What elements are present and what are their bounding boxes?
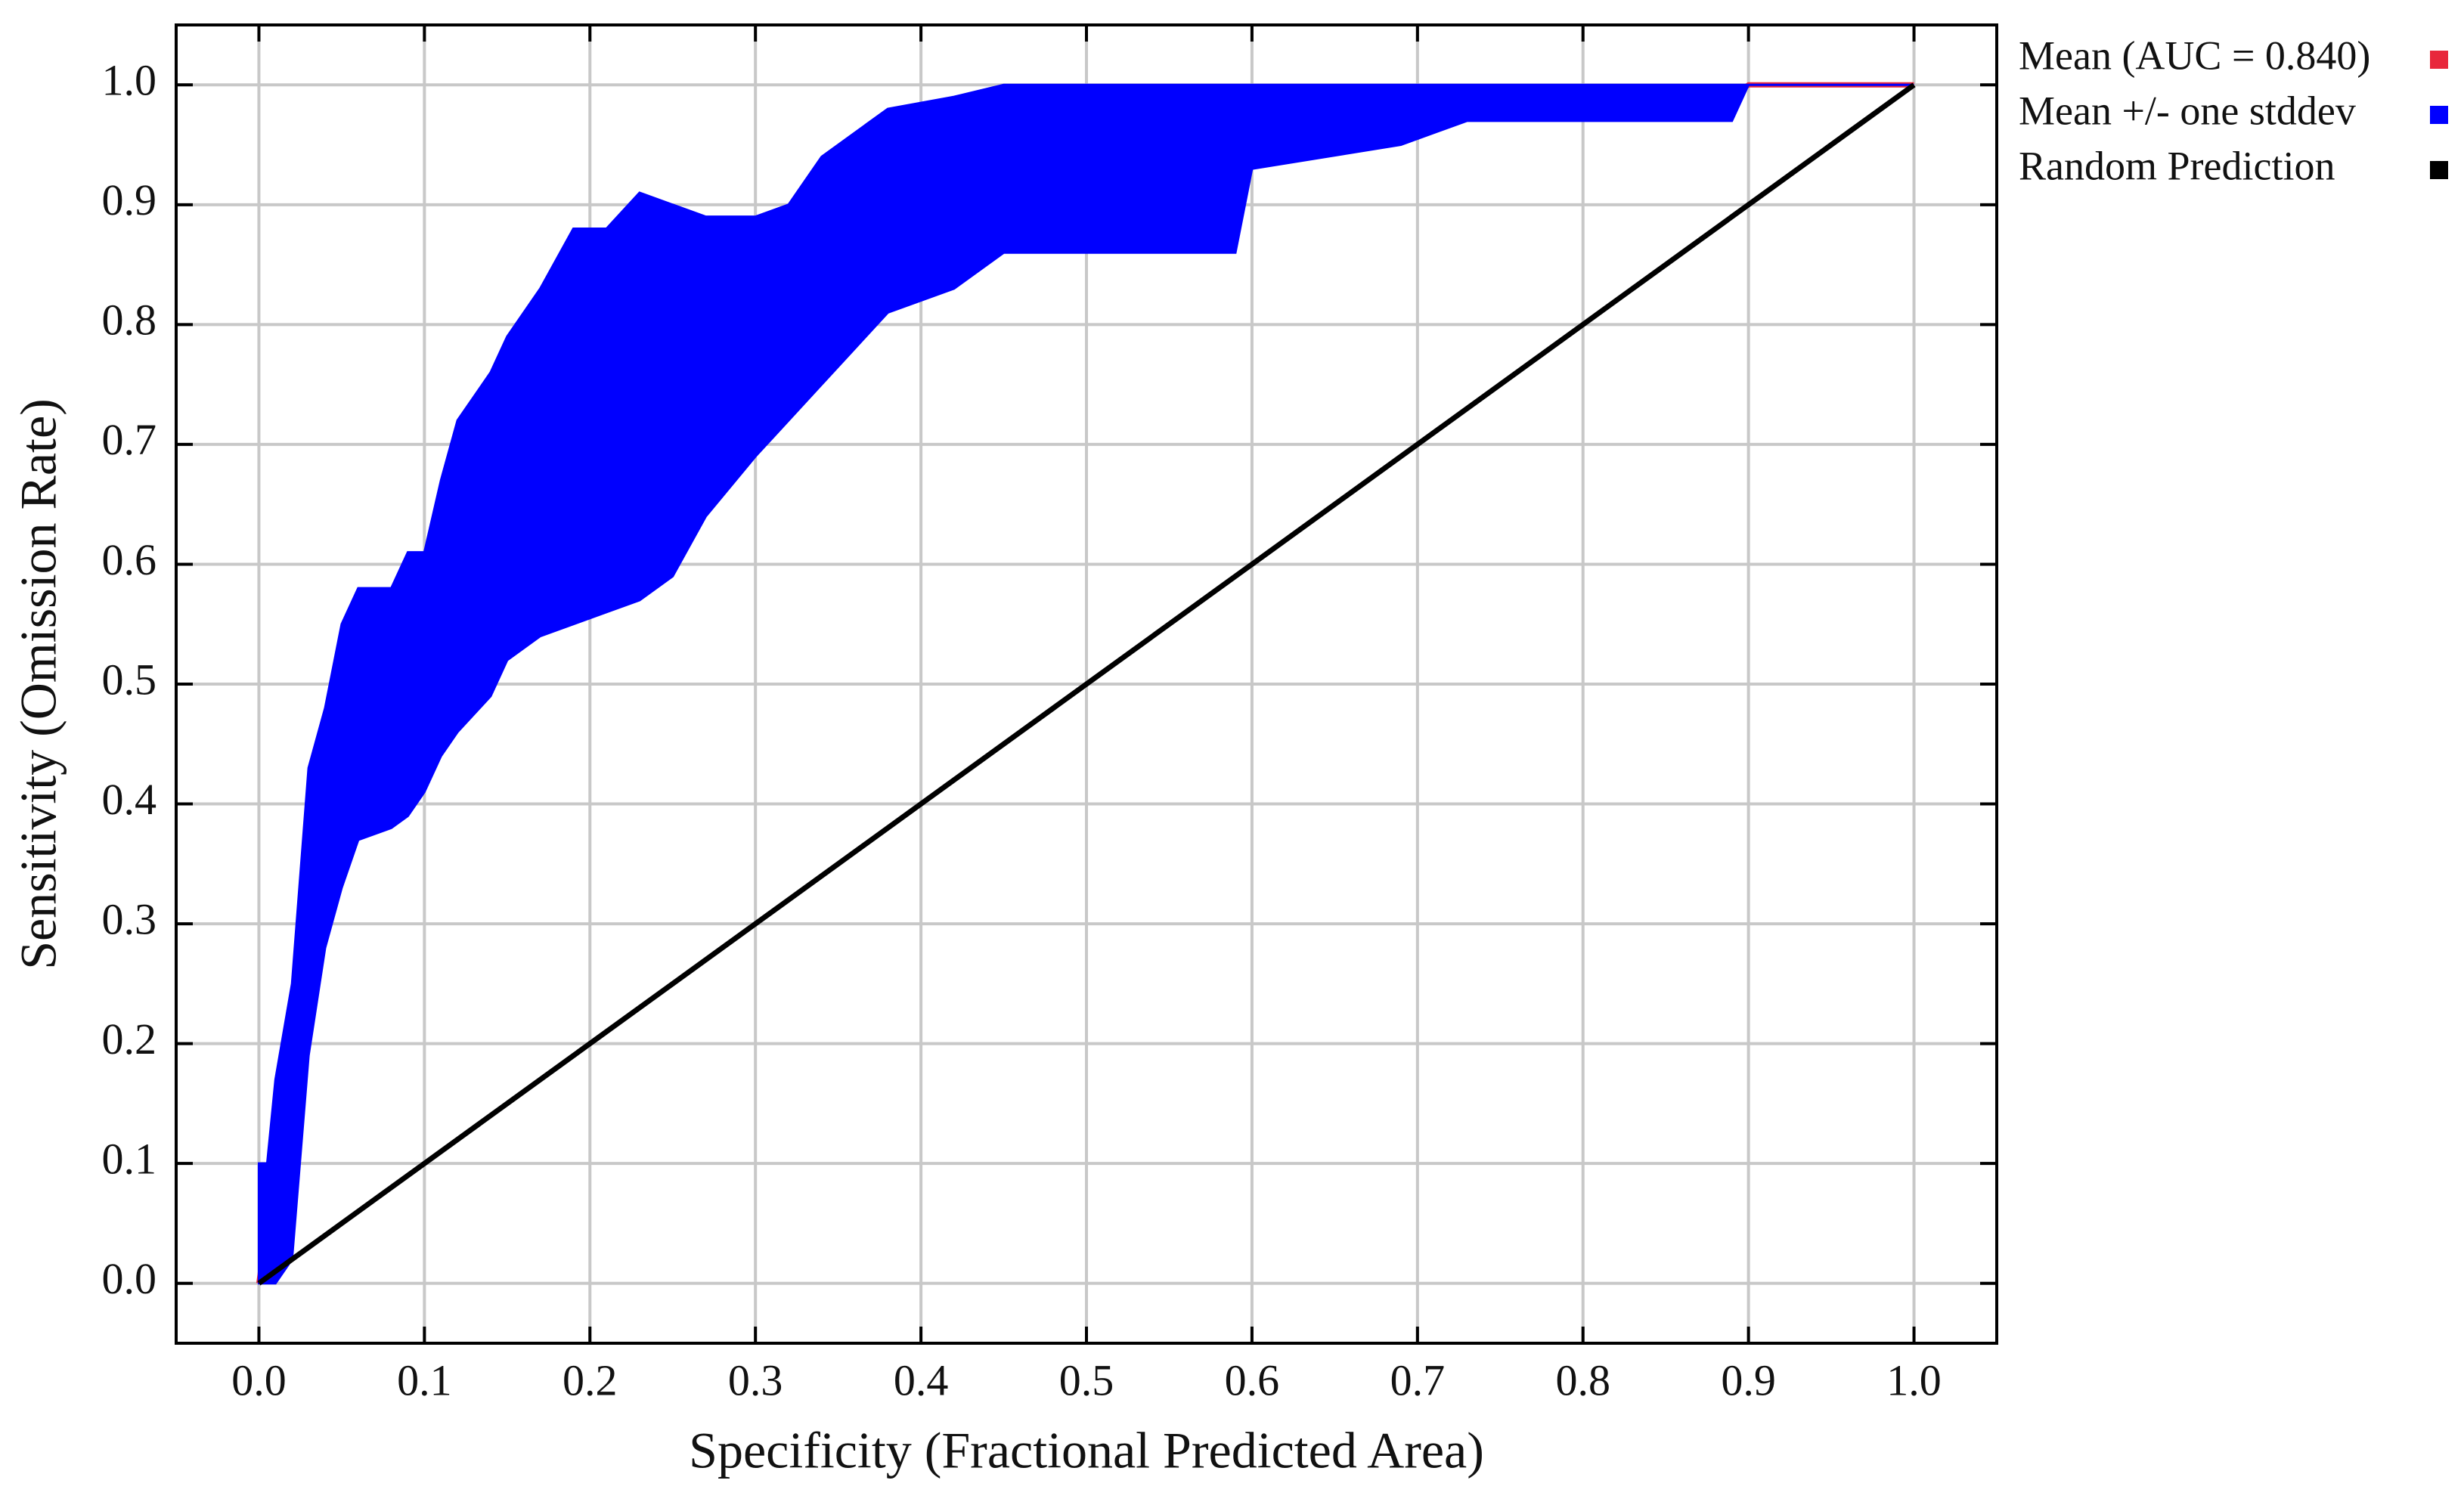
plot-frame <box>175 23 1998 1345</box>
x-tick-label: 0.8 <box>1555 1355 1610 1404</box>
legend-swatch <box>2430 51 2448 69</box>
band-area <box>257 83 1914 1285</box>
x-tick-label: 0.5 <box>1059 1355 1114 1404</box>
y-tick-label: 0.1 <box>102 1134 157 1183</box>
x-tick-label: 0.4 <box>894 1355 949 1404</box>
legend-label: Mean (AUC = 0.840) <box>2019 33 2370 78</box>
legend-swatch <box>2430 161 2448 179</box>
y-tick-label: 0.9 <box>102 175 157 225</box>
x-tick-label: 0.2 <box>563 1355 618 1404</box>
y-axis-label: Sensitivity (Omission Rate) <box>10 398 67 970</box>
y-tick-label: 0.3 <box>102 894 157 943</box>
x-tick-label: 0.6 <box>1225 1355 1280 1404</box>
x-tick-label: 1.0 <box>1886 1355 1942 1404</box>
y-tick-label: 0.0 <box>102 1254 157 1303</box>
y-tick-label: 0.4 <box>102 775 157 824</box>
y-tick-label: 1.0 <box>102 56 157 105</box>
x-axis-label: Specificity (Fractional Predicted Area) <box>689 1422 1484 1479</box>
x-tick-label: 0.1 <box>397 1355 452 1404</box>
y-tick-label: 0.5 <box>102 655 157 704</box>
y-tick-label: 0.7 <box>102 415 157 464</box>
legend-swatch <box>2430 106 2448 124</box>
line <box>257 82 1916 1286</box>
legend-label: Mean +/- one stddev <box>2019 88 2356 133</box>
x-tick-label: 0.9 <box>1721 1355 1776 1404</box>
y-tick-label: 0.6 <box>102 535 157 584</box>
x-tick-label: 0.3 <box>728 1355 783 1404</box>
x-tick-label: 0.0 <box>231 1355 287 1404</box>
x-tick-label: 0.7 <box>1390 1355 1446 1404</box>
y-tick-label: 0.8 <box>102 296 157 345</box>
y-tick-label: 0.2 <box>102 1014 157 1064</box>
legend-label: Random Prediction <box>2019 143 2335 188</box>
